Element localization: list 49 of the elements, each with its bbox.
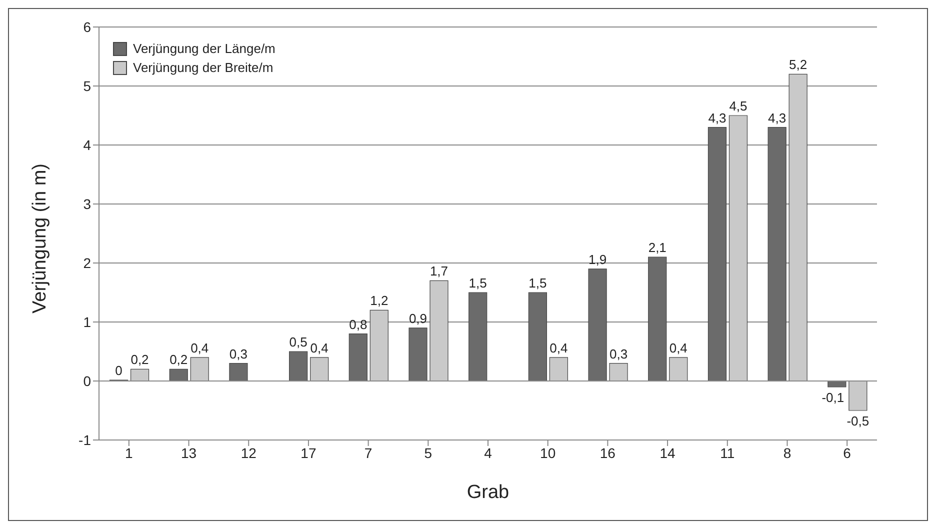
data-label: 0,4 xyxy=(550,340,568,356)
data-label: 0,8 xyxy=(349,316,368,332)
legend-label: Verjüngung der Breite/m xyxy=(133,59,274,77)
legend-label: Verjüngung der Länge/m xyxy=(133,40,276,58)
x-tick-label: 14 xyxy=(660,444,676,461)
data-label: 1,5 xyxy=(468,276,487,290)
x-tick-label: 1 xyxy=(125,444,134,461)
data-label: 4,5 xyxy=(729,98,748,114)
data-label: 0,5 xyxy=(289,334,308,350)
data-label: 0 xyxy=(115,363,122,378)
data-label: 4,3 xyxy=(768,110,786,126)
y-tick-label: 0 xyxy=(83,372,92,389)
data-label: 5,2 xyxy=(789,57,808,72)
x-axis-title: Grab xyxy=(466,482,510,503)
y-tick-label: 2 xyxy=(83,254,92,271)
x-tick-label: 13 xyxy=(180,444,197,461)
data-label: 0,4 xyxy=(310,340,328,356)
x-tick-label: 5 xyxy=(424,444,432,461)
data-label: 0,2 xyxy=(170,352,188,368)
x-tick-label: 17 xyxy=(300,444,316,461)
y-tick-label: 6 xyxy=(83,18,92,35)
x-tick-label: 6 xyxy=(843,444,852,461)
y-axis-title: Verjüngung (in m) xyxy=(30,164,51,314)
y-tick-label: 5 xyxy=(83,78,92,94)
data-label: 0,2 xyxy=(130,352,149,368)
y-tick-label: -1 xyxy=(78,432,92,448)
x-tick-label: 12 xyxy=(240,444,257,461)
data-label: 4,3 xyxy=(708,110,726,126)
data-label: 1,7 xyxy=(430,264,448,279)
x-tick-label: 10 xyxy=(540,444,556,461)
y-tick-label: 3 xyxy=(83,196,92,212)
data-label: 0,4 xyxy=(669,340,688,356)
y-tick-label: 1 xyxy=(83,314,92,330)
x-tick-label: 16 xyxy=(600,444,616,461)
y-tick-label: 4 xyxy=(83,136,92,153)
data-label: 2,1 xyxy=(648,240,666,256)
data-label: 1,5 xyxy=(528,276,547,290)
data-label: 1,9 xyxy=(588,252,607,267)
data-label: 0,3 xyxy=(610,346,628,362)
x-tick-label: 11 xyxy=(720,444,735,461)
x-tick-label: 7 xyxy=(364,444,372,461)
data-label: 0,9 xyxy=(408,310,428,326)
data-label: 0,3 xyxy=(229,346,248,362)
data-label: 1,2 xyxy=(370,293,388,308)
data-label: 0,4 xyxy=(190,340,209,356)
x-tick-label: 4 xyxy=(484,444,492,461)
data-label: -0,1 xyxy=(822,390,844,405)
x-tick-label: 8 xyxy=(783,444,792,461)
data-label: -0,5 xyxy=(846,414,870,428)
